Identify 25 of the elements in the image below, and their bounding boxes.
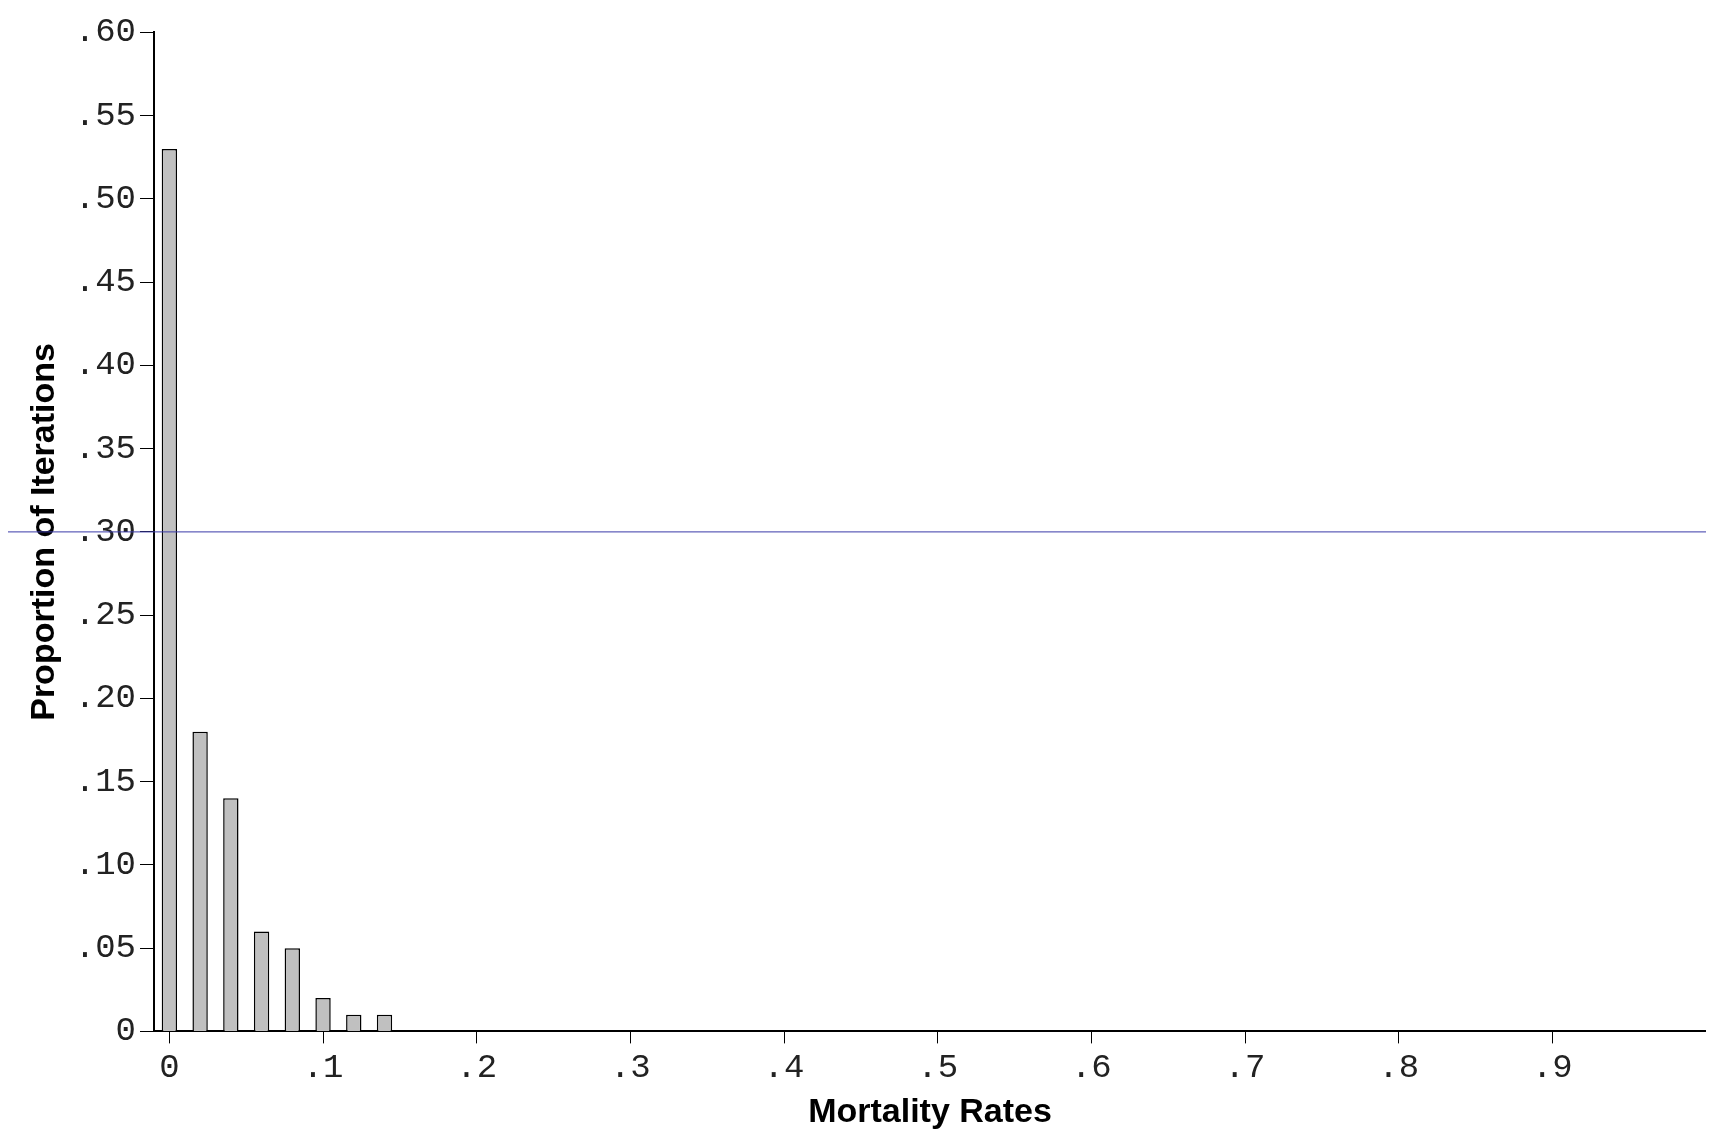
x-tick-label: .7 xyxy=(1224,1048,1266,1087)
x-tick-label: .3 xyxy=(609,1048,651,1087)
y-tick-label: .45 xyxy=(74,263,137,302)
y-tick-label: 0 xyxy=(115,1012,137,1051)
y-tick-label: .30 xyxy=(74,512,137,551)
x-tick-label: .4 xyxy=(763,1048,805,1087)
x-tick-label: .6 xyxy=(1070,1048,1112,1087)
y-tick-label: .15 xyxy=(74,762,137,801)
y-tick-label: .05 xyxy=(74,929,137,968)
y-tick-label: .40 xyxy=(74,346,137,385)
y-tick-label: .10 xyxy=(74,845,137,884)
y-tick-label: .60 xyxy=(74,13,137,52)
x-tick-label: .5 xyxy=(917,1048,959,1087)
x-tick-label: .9 xyxy=(1531,1048,1573,1087)
y-tick-label: .55 xyxy=(74,96,137,135)
x-tick-label: .2 xyxy=(456,1048,498,1087)
y-tick-label: .35 xyxy=(74,429,137,468)
y-tick-label: .50 xyxy=(74,179,137,218)
x-tick-label: .1 xyxy=(302,1048,344,1087)
y-tick-label: .25 xyxy=(74,596,137,635)
y-tick-label: .20 xyxy=(74,679,137,718)
x-tick-label: 0 xyxy=(159,1048,180,1087)
y-axis-title: Proportion of Iterations xyxy=(22,343,61,721)
x-tick-label: .8 xyxy=(1378,1048,1420,1087)
x-axis-title: Mortality Rates xyxy=(808,1090,1052,1129)
